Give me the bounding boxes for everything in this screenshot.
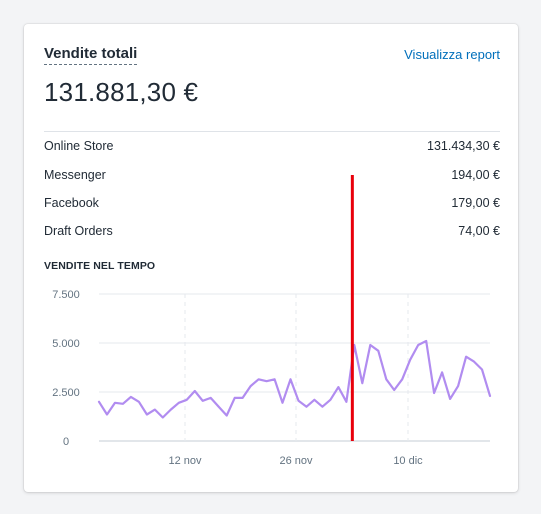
- card-title[interactable]: Vendite totali: [44, 45, 138, 65]
- channel-name: Draft Orders: [44, 224, 113, 239]
- sales-card: Vendite totali Visualizza report 131.881…: [24, 24, 518, 492]
- x-tick-label: 12 nov: [168, 455, 202, 467]
- channel-value: 131.434,30 €: [427, 139, 500, 154]
- x-tick-label: 10 dic: [393, 455, 423, 467]
- sales-series-line: [97, 339, 492, 419]
- y-tick-label: 7.500: [52, 289, 80, 301]
- y-tick-label: 0: [63, 436, 69, 448]
- chart-section-title: VENDITE NEL TEMPO: [44, 260, 156, 272]
- channel-name: Facebook: [44, 195, 99, 210]
- view-report-link[interactable]: Visualizza report: [404, 47, 500, 62]
- channel-row: Facebook 179,00 €: [44, 189, 500, 217]
- sales-over-time-chart: 7.500 5.000 2.500 0 12 nov 26 nov 10 dic: [52, 175, 492, 467]
- channel-value: 194,00 €: [451, 167, 500, 182]
- total-sales: 131.881,30 €: [44, 77, 199, 107]
- channel-value: 74,00 €: [458, 224, 500, 239]
- channel-row: Messenger 194,00 €: [44, 160, 500, 188]
- y-tick-label: 5.000: [52, 338, 80, 350]
- channel-list: Online Store 131.434,30 € Messenger 194,…: [44, 131, 500, 246]
- y-tick-label: 2.500: [52, 387, 80, 399]
- channel-name: Messenger: [44, 167, 106, 182]
- channel-row: Online Store 131.434,30 €: [44, 131, 500, 160]
- channel-row: Draft Orders 74,00 €: [44, 217, 500, 245]
- channel-value: 179,00 €: [451, 195, 500, 210]
- channel-name: Online Store: [44, 139, 114, 154]
- x-tick-label: 26 nov: [279, 455, 313, 467]
